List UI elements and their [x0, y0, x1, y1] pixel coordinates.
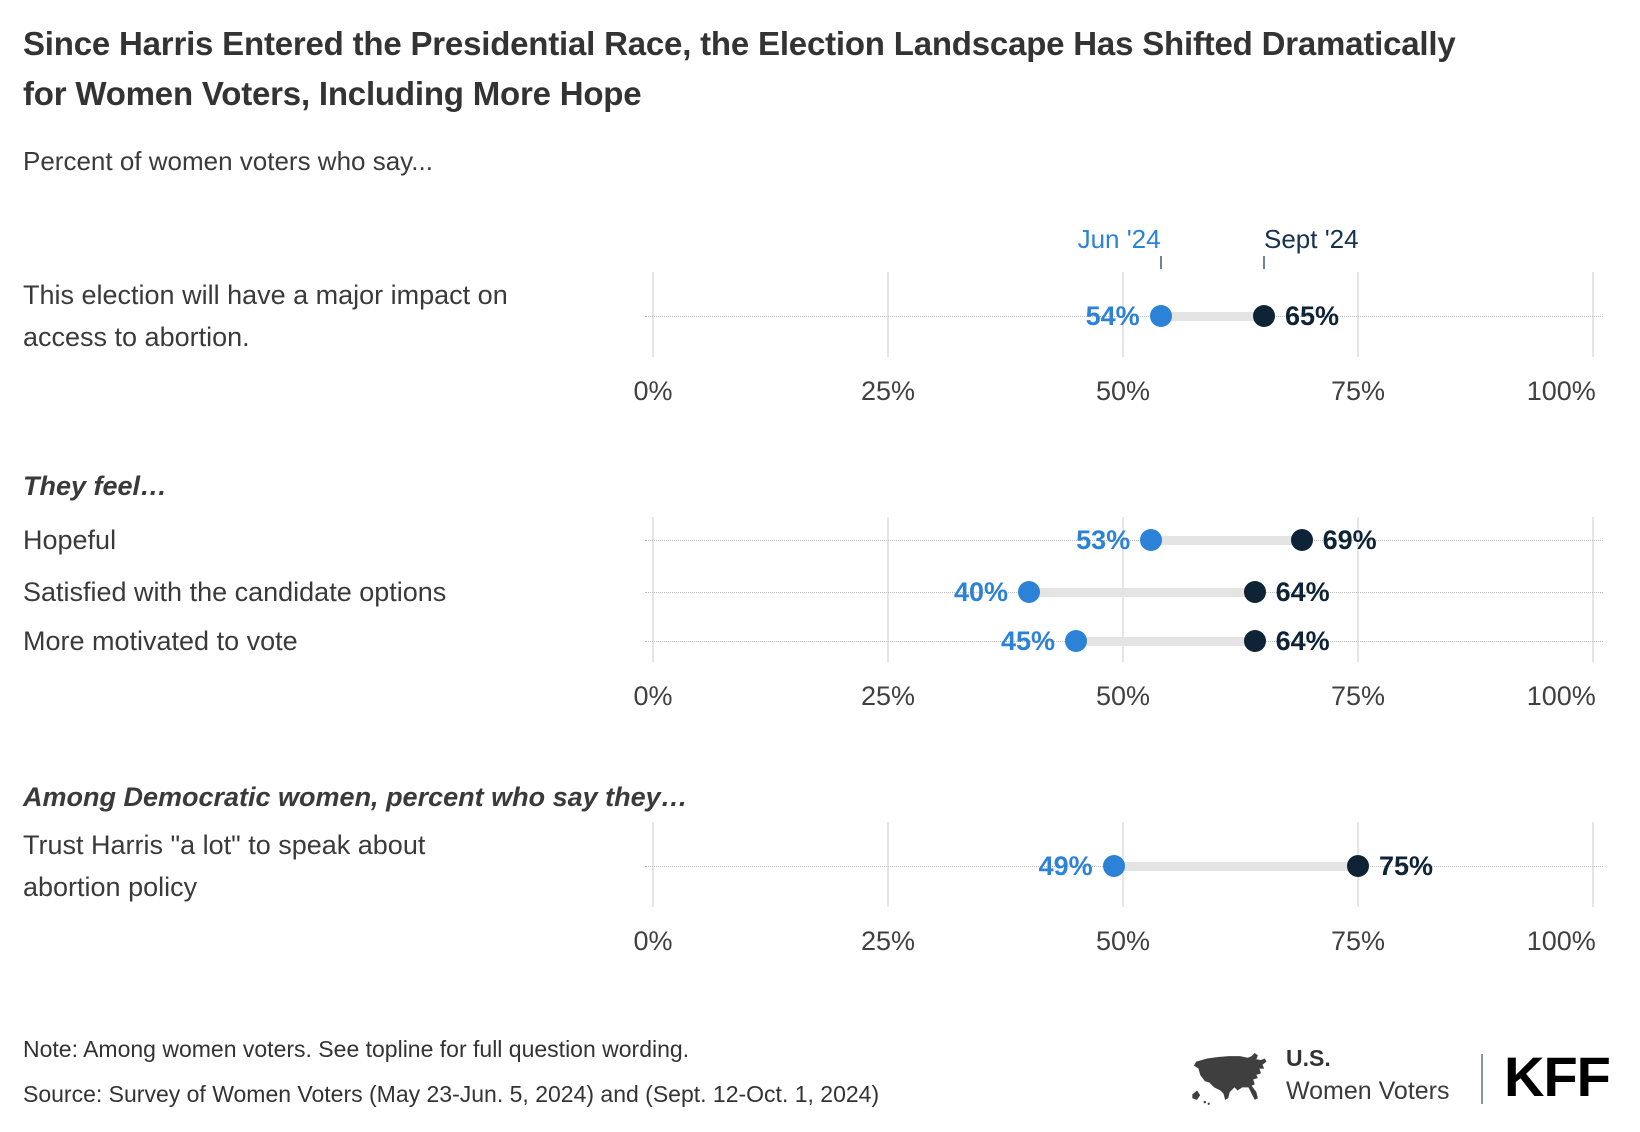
axis-tick-label: 75% — [1330, 681, 1386, 711]
jun-dot — [1065, 630, 1087, 652]
axis-tick-label: 50% — [1095, 376, 1151, 406]
legend: Jun '24 Sept '24 — [653, 224, 1593, 270]
axis-tick-label: 50% — [1095, 926, 1151, 956]
gridline — [1592, 517, 1594, 662]
legend-sept-label: Sept '24 — [1264, 224, 1359, 254]
gridline — [1357, 272, 1359, 357]
sept-value-label: 64% — [1275, 577, 1330, 607]
sept-value-label: 64% — [1275, 626, 1330, 656]
axis-tick-label: 50% — [1095, 681, 1151, 711]
jun-dot — [1102, 855, 1125, 877]
jun-dot — [1018, 581, 1040, 603]
jun-value-label: 49% — [1038, 851, 1093, 881]
jun-dot — [1140, 529, 1163, 551]
brand-women-voters-label: Women Voters — [1286, 1077, 1450, 1105]
jun-value-label: 54% — [1085, 301, 1140, 331]
kff-logo: KFF — [1504, 1045, 1611, 1108]
brand-us-label: U.S. — [1286, 1045, 1331, 1071]
gridline — [887, 822, 889, 907]
sept-value-label: 75% — [1379, 851, 1434, 881]
legend-jun-leader-tick — [1159, 256, 1162, 269]
gridline — [1592, 822, 1594, 907]
legend-jun-label: Jun '24 — [1077, 224, 1161, 254]
section-header-they-feel: They feel… — [23, 471, 168, 501]
gridline — [1357, 517, 1359, 662]
jun-value-label: 45% — [1000, 626, 1055, 656]
gridline — [887, 272, 889, 357]
connector-bar — [1151, 535, 1302, 545]
row-dotted-line — [645, 540, 1603, 541]
plot-section-1: 54% 65% — [645, 272, 1603, 357]
jun-value-label: 53% — [1076, 525, 1131, 555]
plot-section-2: 53% 69% 40% 64% 45% 64% — [645, 517, 1603, 662]
chart-subtitle: Percent of women voters who say... — [23, 146, 433, 176]
sept-dot — [1253, 305, 1275, 327]
axis-tick-label: 0% — [633, 926, 673, 956]
axis-tick-label: 75% — [1330, 926, 1386, 956]
axis-tick-label: 0% — [633, 681, 673, 711]
section-header-democratic-women: Among Democratic women, percent who say … — [23, 782, 688, 812]
gridline — [1592, 272, 1594, 357]
gridline — [887, 517, 889, 662]
gridline — [652, 517, 654, 662]
axis-tick-label: 100% — [1526, 681, 1596, 711]
source-text: Source: Survey of Women Voters (May 23-J… — [23, 1081, 880, 1107]
sept-dot — [1347, 855, 1369, 877]
jun-dot — [1149, 305, 1172, 327]
connector-bar — [1076, 636, 1255, 646]
sept-value-label: 65% — [1285, 301, 1340, 331]
row-label: More motivated to vote — [23, 626, 298, 656]
axis-tick-label: 25% — [860, 681, 916, 711]
row-label: Hopeful — [23, 525, 117, 555]
connector-bar — [1029, 587, 1255, 597]
axis-tick-label: 0% — [633, 376, 673, 406]
row-label: Satisfied with the candidate options — [23, 577, 447, 607]
axis-section-2: 0% 25% 50% 75% 100% — [633, 681, 1596, 715]
row-label: Trust Harris "a lot" to speak about abor… — [23, 830, 426, 902]
brand-text-block: U.S. Women Voters — [1286, 1047, 1450, 1104]
gridline — [1122, 272, 1124, 357]
sept-dot — [1290, 529, 1313, 551]
brand-divider — [1481, 1054, 1483, 1104]
row-label: This election will have a major impact o… — [23, 280, 508, 352]
axis-tick-label: 25% — [860, 376, 916, 406]
plot-section-3: 49% 75% — [645, 822, 1603, 907]
row-dotted-line — [645, 316, 1603, 317]
axis-section-1: 0% 25% 50% 75% 100% — [633, 376, 1596, 410]
axis-tick-label: 100% — [1526, 926, 1596, 956]
connector-bar — [1113, 861, 1358, 871]
axis-tick-label: 75% — [1330, 376, 1386, 406]
jun-value-label: 40% — [953, 577, 1008, 607]
axis-tick-label: 100% — [1526, 376, 1596, 406]
axis-section-3: 0% 25% 50% 75% 100% — [633, 926, 1596, 960]
chart-title: Since Harris Entered the Presidential Ra… — [23, 25, 1456, 112]
gridline — [652, 822, 654, 907]
legend-sept-leader-tick — [1263, 256, 1265, 269]
gridline — [652, 272, 654, 357]
us-map-icon — [1190, 1050, 1268, 1111]
axis-tick-label: 25% — [860, 926, 916, 956]
connector-bar — [1160, 311, 1264, 321]
sept-dot — [1243, 581, 1266, 603]
sept-value-label: 69% — [1322, 525, 1377, 555]
sept-dot — [1243, 630, 1266, 652]
note-text: Note: Among women voters. See topline fo… — [23, 1036, 690, 1062]
